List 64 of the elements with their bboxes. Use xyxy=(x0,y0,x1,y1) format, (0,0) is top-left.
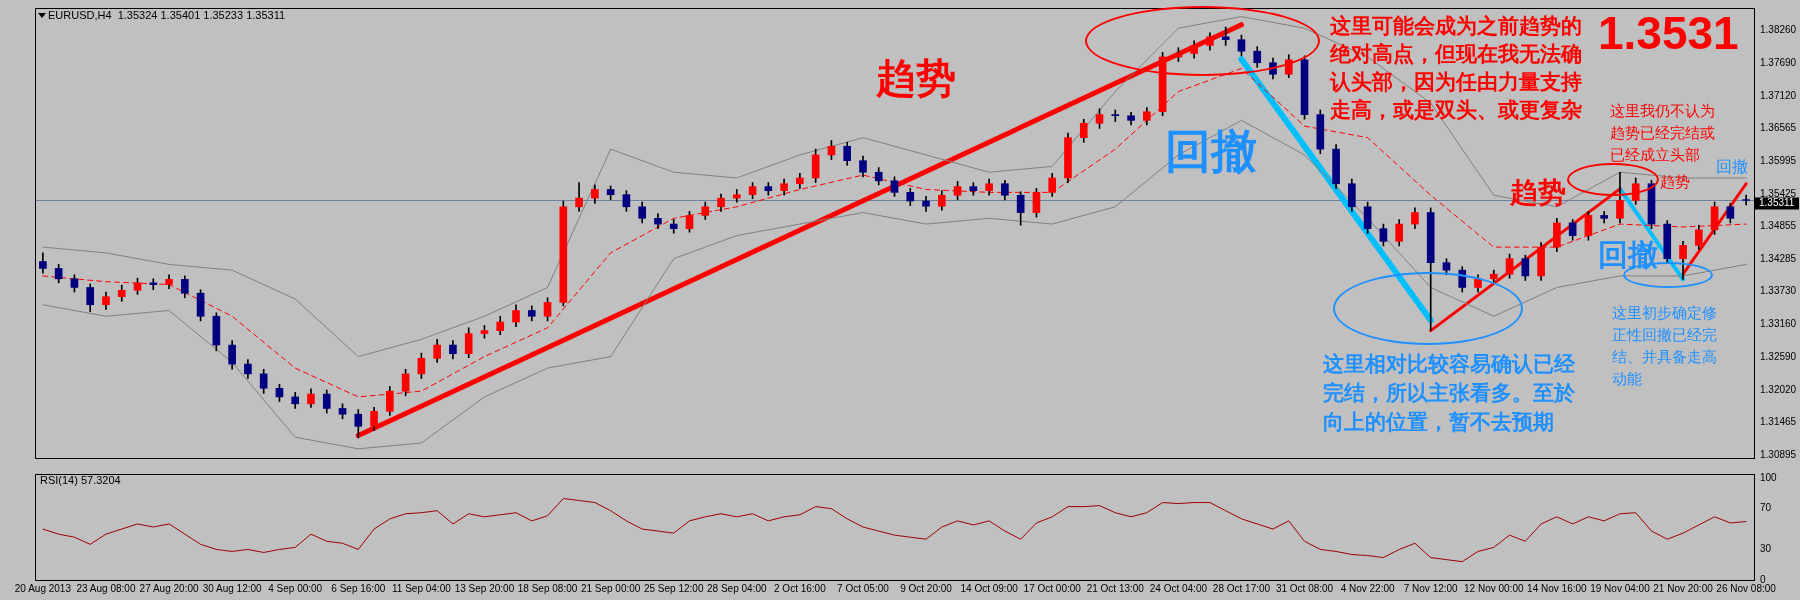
x-tick-label: 20 Aug 2013 xyxy=(14,582,72,594)
x-tick-label: 13 Sep 20:00 xyxy=(454,582,515,594)
x-tick-label: 7 Oct 05:00 xyxy=(837,582,890,594)
annotation: 回撤 xyxy=(1598,237,1658,272)
x-tick-label: 18 Sep 08:00 xyxy=(517,582,578,594)
annotation: 回撤 xyxy=(1716,157,1748,176)
y-tick-label: 70 xyxy=(1760,502,1772,514)
y-tick-label: 1.33730 xyxy=(1760,285,1797,297)
x-tick-label: 27 Aug 20:00 xyxy=(139,582,199,594)
x-tick-label: 25 Sep 12:00 xyxy=(643,582,704,594)
x-tick-label: 14 Oct 09:00 xyxy=(960,582,1019,594)
candlestick xyxy=(1221,26,1230,46)
y-tick-label: 1.30895 xyxy=(1760,448,1797,460)
y-tick-label: 100 xyxy=(1760,471,1778,483)
x-tick-label: 2 Oct 16:00 xyxy=(774,582,827,594)
annotation: 趋势 xyxy=(1510,176,1566,209)
x-tick-label: 19 Nov 04:00 xyxy=(1590,582,1651,594)
y-tick-label: 1.32590 xyxy=(1760,350,1797,362)
x-tick-label: 11 Sep 04:00 xyxy=(392,582,452,594)
y-tick-label: 1.33160 xyxy=(1760,318,1797,330)
annotation: 这里我仍不认为趋势已经完结或已经成立头部 xyxy=(1610,102,1715,164)
y-tick-label: 1.31465 xyxy=(1760,415,1797,427)
x-tick-label: 28 Oct 17:00 xyxy=(1212,582,1271,594)
x-tick-label: 21 Oct 13:00 xyxy=(1086,582,1145,594)
x-tick-label: 4 Nov 22:00 xyxy=(1340,582,1396,594)
annotation: 趋势 xyxy=(876,55,956,101)
x-tick-label: 30 Aug 12:00 xyxy=(202,582,263,594)
x-tick-label: 12 Nov 00:00 xyxy=(1464,582,1524,594)
annotation: 1.3531 xyxy=(1598,7,1739,59)
annotation: 这里初步确定修正性回撤已经完结、并具备走高动能 xyxy=(1612,303,1718,390)
y-tick-label: 1.32020 xyxy=(1760,383,1797,395)
x-tick-label: 24 Oct 04:00 xyxy=(1149,582,1208,594)
y-tick-label: 1.35995 xyxy=(1760,154,1797,166)
x-tick-label: 28 Sep 04:00 xyxy=(707,582,767,594)
y-tick-label: 1.38260 xyxy=(1760,24,1797,36)
x-tick-label: 23 Aug 08:00 xyxy=(76,582,136,594)
candlestick xyxy=(732,189,741,203)
candlestick xyxy=(1111,109,1120,122)
y-tick-label: 1.34855 xyxy=(1760,220,1797,232)
y-tick-label: 30 xyxy=(1760,543,1772,555)
y-tick-label: 1.34285 xyxy=(1760,253,1797,265)
x-tick-label: 9 Oct 20:00 xyxy=(900,582,953,594)
x-tick-label: 6 Sep 16:00 xyxy=(331,582,386,594)
x-tick-label: 26 Nov 08:00 xyxy=(1716,582,1777,594)
x-tick-label: 7 Nov 12:00 xyxy=(1403,582,1459,594)
annotation: 趋势 xyxy=(1660,173,1690,191)
x-tick-label: 17 Oct 00:00 xyxy=(1023,582,1082,594)
x-tick-label: 4 Sep 00:00 xyxy=(268,582,323,594)
y-tick-label: 1.36565 xyxy=(1760,121,1797,133)
x-tick-label: 21 Sep 00:00 xyxy=(580,582,641,594)
ref-line-label: 1.35311 xyxy=(1759,197,1795,209)
y-tick-label: 1.35425 xyxy=(1760,187,1797,199)
annotation: 这里可能会成为之前趋势的绝对高点，但现在我无法确认头部，因为任由力量支持走高，或是双头、或更复杂 xyxy=(1330,13,1583,124)
chart-title: RSI(14) 57.3204 xyxy=(40,474,121,486)
y-tick-label: 1.37120 xyxy=(1760,89,1797,101)
candlestick xyxy=(1742,194,1750,206)
x-tick-label: 14 Nov 16:00 xyxy=(1527,582,1588,594)
chart-title: EURUSD,H4 1.35324 1.35401 1.35233 1.35311 xyxy=(48,9,286,21)
y-tick-label: 0 xyxy=(1760,573,1766,585)
annotation: 这里相对比较容易确认已经完结，所以主张看多。至於向上的位置，暂不去预期 xyxy=(1323,351,1576,436)
x-tick-label: 31 Oct 08:00 xyxy=(1275,582,1334,594)
annotation: 回撤 xyxy=(1165,124,1257,178)
y-tick-label: 1.37690 xyxy=(1760,57,1797,69)
x-tick-label: 21 Nov 20:00 xyxy=(1653,582,1714,594)
